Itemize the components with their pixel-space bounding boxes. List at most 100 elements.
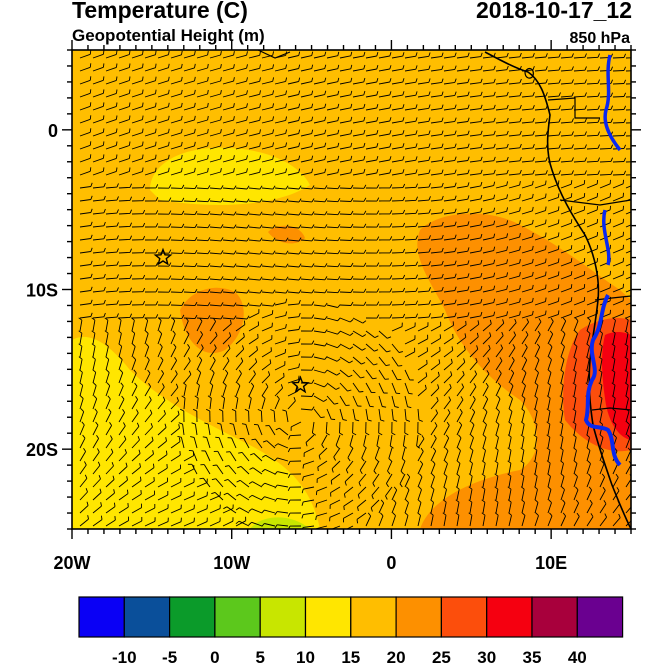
wind-barb-flag — [533, 447, 538, 451]
wind-barb-flag — [79, 369, 83, 373]
wind-barb — [326, 146, 338, 150]
wind-barb — [495, 121, 507, 124]
wind-barb-flag — [428, 313, 431, 318]
wind-barb — [443, 186, 455, 189]
wind-barb-flag — [444, 460, 448, 464]
wind-barb — [105, 186, 118, 189]
wind-barb — [209, 385, 214, 397]
wind-barb — [303, 447, 315, 454]
wind-barb-flag — [507, 447, 512, 451]
temperature-field-cool-north — [150, 147, 310, 205]
wind-barb — [443, 68, 455, 72]
wind-barb-flag — [532, 144, 535, 149]
wind-barb-flag — [132, 356, 137, 361]
wind-barb-flag — [324, 224, 328, 229]
wind-barb — [183, 481, 195, 488]
wind-barb — [573, 424, 577, 436]
coastline-layer — [257, 50, 631, 529]
wind-barb-flag — [155, 288, 159, 293]
wind-barb-flag — [311, 289, 315, 294]
wind-barb-flag — [259, 64, 261, 69]
wind-barb — [118, 333, 122, 345]
wind-barb — [404, 277, 417, 280]
wind-barb — [625, 289, 631, 293]
wind-barb-flag — [506, 104, 509, 109]
wind-barb-flag — [194, 395, 199, 399]
wind-barb-flag — [168, 76, 170, 81]
wind-barb — [534, 173, 547, 176]
wind-barb — [118, 67, 130, 72]
wind-barb-flag — [373, 470, 377, 475]
wind-barb-flag — [131, 317, 135, 321]
wind-barb — [443, 277, 455, 280]
wind-barb-flag — [149, 396, 152, 401]
wind-barb — [92, 398, 98, 410]
wind-barb — [534, 346, 541, 358]
wind-barb — [443, 225, 455, 228]
wind-barb — [586, 300, 598, 306]
wind-barb-flag — [302, 527, 304, 529]
wind-barb — [386, 473, 393, 484]
wind-barb — [274, 291, 286, 294]
wind-barb-flag — [324, 64, 327, 69]
wind-barb-flag — [311, 224, 315, 229]
wind-barb — [508, 372, 515, 384]
wind-barb — [456, 56, 468, 59]
wind-barb-flag — [558, 53, 561, 58]
wind-barb-flag — [415, 78, 418, 83]
wind-barb-flag — [597, 144, 601, 149]
wind-barb — [222, 145, 234, 150]
wind-barb — [404, 94, 416, 98]
wind-barb — [443, 133, 455, 137]
wind-barb-flag — [441, 156, 444, 161]
wind-barb-flag — [285, 324, 287, 329]
wind-barb — [534, 197, 546, 202]
wind-barb-flag — [168, 288, 172, 293]
wind-barb — [196, 145, 208, 150]
wind-barb — [469, 323, 480, 332]
wind-barb-flag — [324, 129, 327, 134]
wind-barb-flag — [389, 169, 392, 174]
marker-layer — [153, 247, 310, 394]
wind-barb — [215, 478, 224, 488]
wind-barb-flag — [632, 501, 634, 505]
wind-barb-flag — [274, 498, 278, 502]
wind-barb — [430, 55, 442, 59]
wind-barb-flag — [324, 168, 327, 173]
wind-barb-flag — [406, 473, 411, 478]
wind-barb — [131, 385, 138, 397]
wind-barb — [365, 356, 374, 366]
wind-barb — [443, 399, 451, 410]
wind-barb — [131, 507, 142, 514]
wind-barb-flag — [220, 142, 222, 147]
wind-barb-flag — [259, 211, 263, 216]
wind-barb-flag — [337, 51, 340, 56]
wind-barb-flag — [481, 499, 486, 503]
wind-barb — [443, 146, 455, 150]
wind-barb-flag — [363, 275, 367, 280]
wind-barb-flag — [125, 462, 128, 467]
wind-barb-flag — [161, 369, 164, 374]
wind-barb — [235, 200, 248, 203]
wind-barb — [227, 492, 237, 501]
wind-barb-flag — [272, 224, 276, 229]
wind-barb — [317, 460, 328, 468]
wind-barb — [430, 375, 440, 384]
wind-barb — [430, 94, 442, 98]
wind-barb — [313, 382, 325, 388]
wind-barb — [404, 107, 416, 111]
wind-barb — [326, 265, 339, 268]
wind-barb — [547, 147, 560, 150]
wind-barb — [495, 160, 507, 163]
wind-barb — [401, 447, 406, 459]
wind-barb-flag — [220, 302, 224, 307]
wind-barb-flag — [524, 343, 528, 348]
wind-barb-flag — [168, 236, 172, 241]
wind-barb-flag — [194, 89, 196, 94]
wind-barb-flag — [168, 197, 172, 202]
wind-barb — [417, 146, 429, 150]
wind-barb — [79, 238, 91, 241]
wind-barb — [218, 437, 224, 449]
wind-barb — [625, 450, 631, 462]
wind-barb-flag — [220, 211, 224, 216]
